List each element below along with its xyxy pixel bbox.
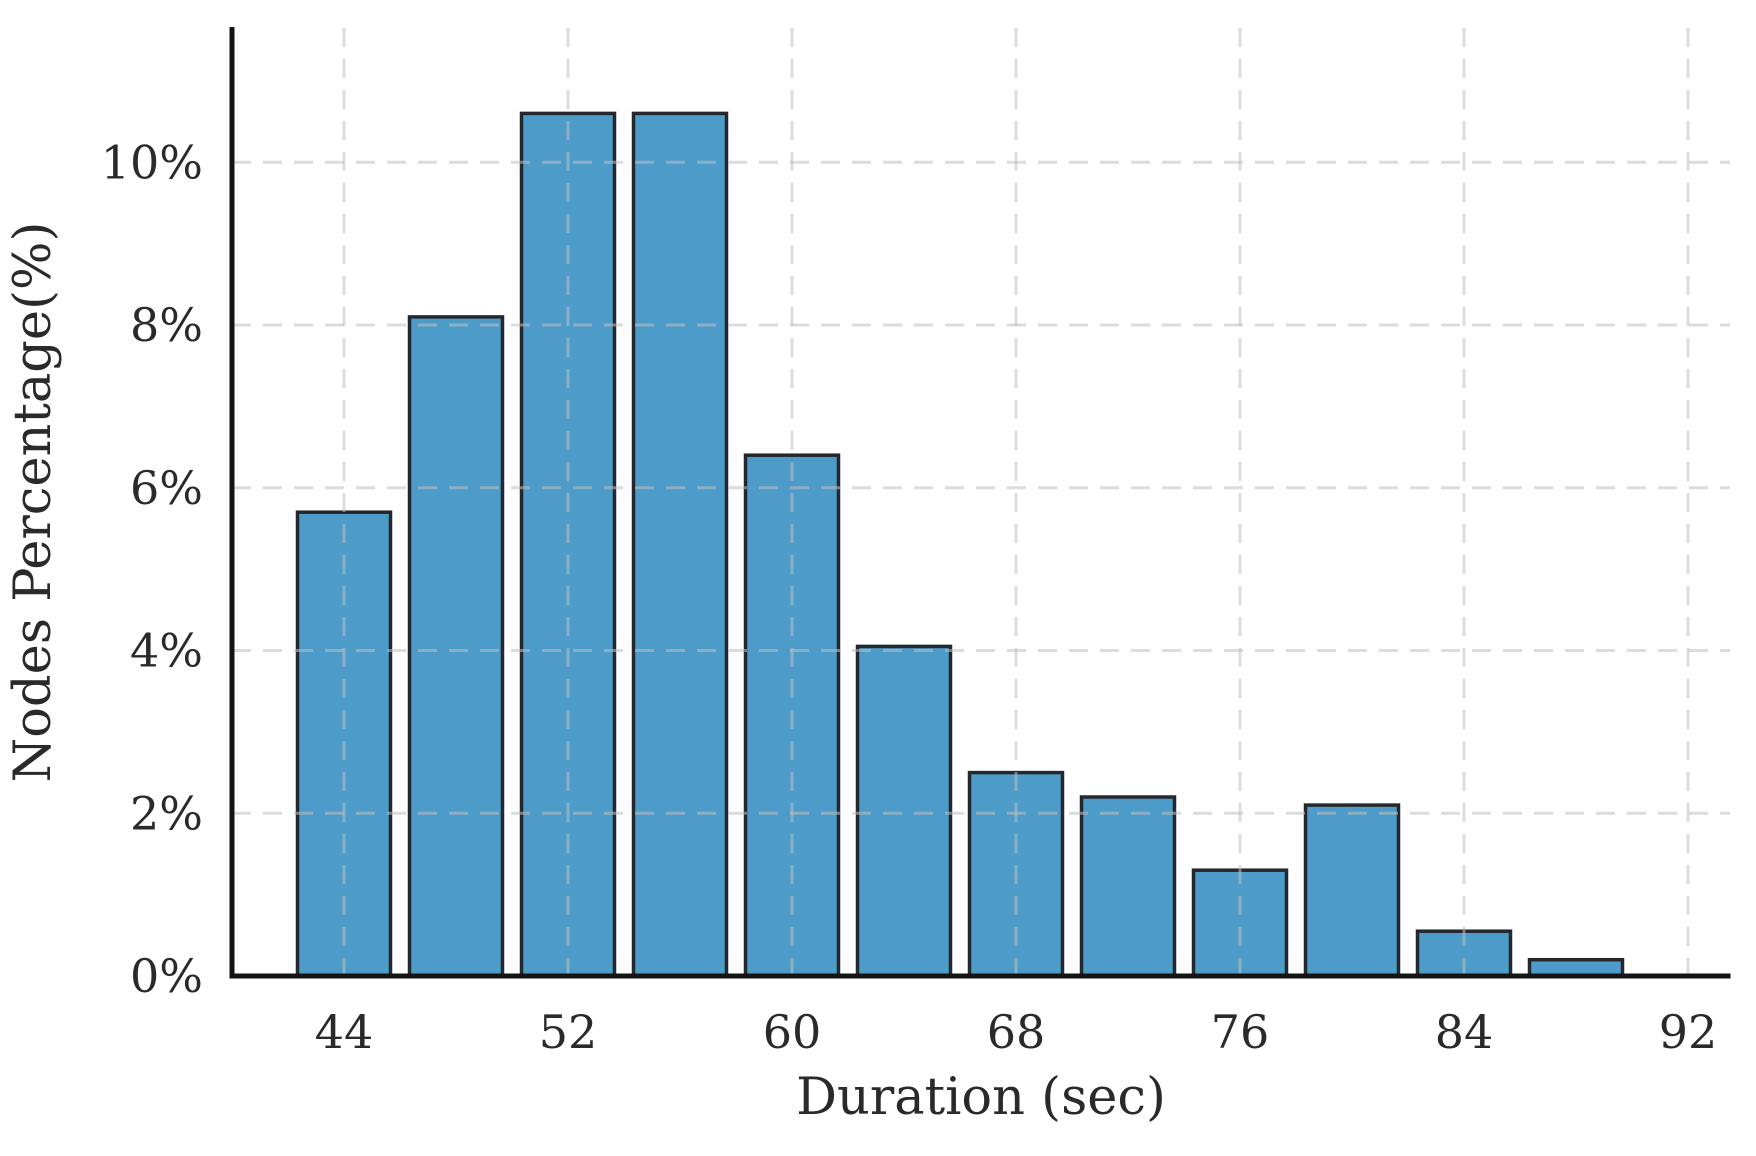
y-axis-label: Nodes Percentage(%) (4, 222, 63, 783)
x-tick-label-60: 60 (763, 1005, 822, 1059)
histogram-bar-56s (631, 111, 729, 978)
y-tick-label-0: 0% (130, 949, 203, 1003)
bars-layer (295, 111, 1625, 978)
grid-layer (232, 28, 1730, 976)
y-tick-label-6: 6% (130, 461, 203, 515)
x-tick-labels: 44 52 60 68 76 84 92 (315, 1005, 1718, 1059)
histogram-bar-48s (407, 315, 505, 978)
histogram-bar-72s (1079, 795, 1177, 978)
x-tick-label-52: 52 (539, 1005, 598, 1059)
x-tick-label-68: 68 (987, 1005, 1046, 1059)
histogram-bar-64s (855, 644, 953, 978)
y-tick-label-2: 2% (130, 786, 203, 840)
x-axis-label: Duration (sec) (796, 1068, 1166, 1127)
x-tick-label-84: 84 (1435, 1005, 1494, 1059)
y-tick-label-8: 8% (130, 298, 203, 352)
axes-spines (229, 27, 1731, 979)
histogram-bar-80s (1303, 803, 1401, 978)
x-tick-label-44: 44 (315, 1005, 374, 1059)
x-tick-label-92: 92 (1659, 1005, 1718, 1059)
y-tick-label-10: 10% (101, 135, 203, 189)
y-tick-labels: 0% 2% 4% 6% 8% 10% (101, 135, 203, 1003)
y-tick-label-4: 4% (130, 624, 203, 678)
x-tick-label-76: 76 (1211, 1005, 1270, 1059)
